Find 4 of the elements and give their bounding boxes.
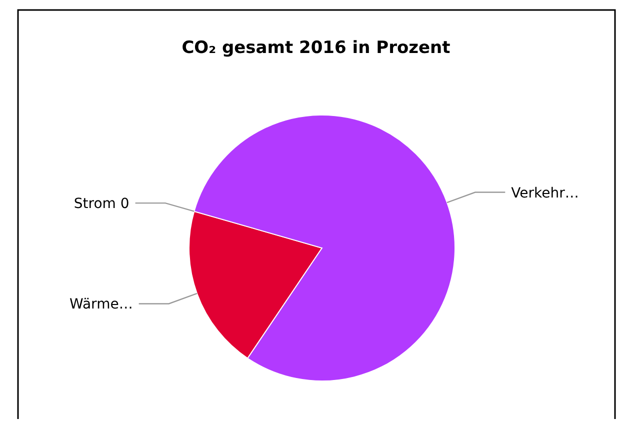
slice-label: Verkehr… [511,185,579,202]
slice-label: Wärme… [70,296,133,313]
legend-label: Strom 0 [74,196,130,212]
chart-title: CO₂ gesamt 2016 in Prozent [182,38,450,58]
